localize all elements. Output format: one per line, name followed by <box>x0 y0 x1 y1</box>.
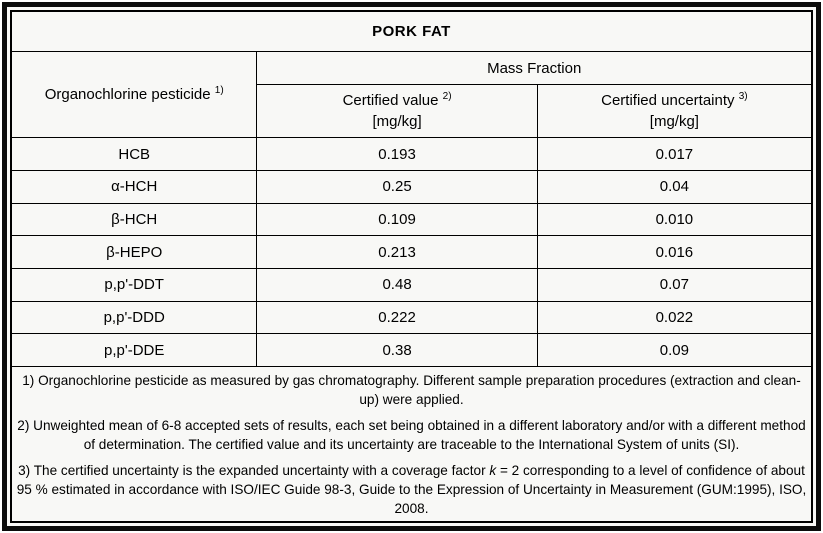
certified-uncertainty-cell: 0.010 <box>536 202 813 237</box>
col-header-pesticide: Organochlorine pesticide 1) <box>10 51 258 139</box>
footnote-3: 3) The certified uncertainty is the expa… <box>16 461 807 518</box>
col-header-certified-value: Certified value 2) [mg/kg] <box>256 84 538 139</box>
certified-uncertainty-cell: 0.09 <box>536 333 813 368</box>
col-header-certified-uncertainty-unit: [mg/kg] <box>649 113 699 131</box>
certified-value-cell: 0.213 <box>256 235 538 270</box>
pesticide-name-cell: β-HCH <box>10 202 258 237</box>
footnote-ref-3: 3) <box>738 91 748 103</box>
pesticide-name-cell: p,p'-DDD <box>10 300 258 335</box>
table-row: p,p'-DDT 0.48 0.07 <box>10 268 813 302</box>
pesticide-name-cell: p,p'-DDT <box>10 268 258 302</box>
footnote-1: 1) Organochlorine pesticide as measured … <box>22 372 801 407</box>
col-header-certified-value-label: Certified value <box>342 92 439 110</box>
table-title: PORK FAT <box>10 10 813 53</box>
pesticide-name-cell: β-HEPO <box>10 235 258 270</box>
footnote-ref-2: 2) <box>442 91 452 103</box>
pesticide-name-cell: HCB <box>10 137 258 171</box>
footnotes-row: 1) Organochlorine pesticide as measured … <box>10 366 813 523</box>
table-row: HCB 0.193 0.017 <box>10 137 813 171</box>
title-row: PORK FAT <box>10 10 813 53</box>
certified-value-cell: 0.109 <box>256 202 538 237</box>
certified-uncertainty-cell: 0.016 <box>536 235 813 270</box>
pesticide-name-cell: p,p'-DDE <box>10 333 258 368</box>
footnote-ref-1: 1) <box>214 85 224 97</box>
certified-uncertainty-cell: 0.022 <box>536 300 813 335</box>
table-row: β-HCH 0.109 0.010 <box>10 202 813 237</box>
table-row: α-HCH 0.25 0.04 <box>10 169 813 204</box>
sub-header-row: Certified value 2) [mg/kg] Certified unce… <box>11 84 813 139</box>
col-header-certified-value-unit: [mg/kg] <box>372 113 422 131</box>
footnote-3-text-before: 3) The certified uncertainty is the expa… <box>18 462 490 478</box>
certified-value-cell: 0.48 <box>256 268 538 302</box>
pesticide-name-cell: α-HCH <box>10 169 258 204</box>
col-header-certified-uncertainty: Certified uncertainty 3) [mg/kg] <box>536 84 813 139</box>
certified-value-cell: 0.222 <box>256 300 538 335</box>
footnote-3-coverage-factor-k: k <box>489 462 497 478</box>
table-row: p,p'-DDD 0.222 0.022 <box>10 300 813 335</box>
certified-value-cell: 0.38 <box>256 333 538 368</box>
group-header-row: Organochlorine pesticide 1) Mass Fractio… <box>10 51 813 139</box>
footnote-2: 2) Unweighted mean of 6-8 accepted sets … <box>17 417 806 452</box>
col-group-header-mass-fraction: Mass Fraction <box>256 51 813 86</box>
col-header-certified-uncertainty-label: Certified uncertainty <box>601 92 735 110</box>
certified-value-cell: 0.25 <box>256 169 538 204</box>
footnote-3-text-after: = 2 corresponding to a level of confiden… <box>16 462 807 516</box>
col-header-pesticide-label: Organochlorine pesticide <box>44 86 211 104</box>
footnotes-section: 1) Organochlorine pesticide as measured … <box>10 366 813 523</box>
table-row: p,p'-DDE 0.38 0.09 <box>10 333 813 368</box>
table-row: β-HEPO 0.213 0.016 <box>10 235 813 270</box>
certified-value-cell: 0.193 <box>256 137 538 171</box>
certified-uncertainty-cell: 0.07 <box>536 268 813 302</box>
certified-uncertainty-cell: 0.04 <box>536 169 813 204</box>
certified-uncertainty-cell: 0.017 <box>536 137 813 171</box>
pork-fat-table: PORK FAT Organochlorine pesticide 1) Mas… <box>10 10 813 523</box>
